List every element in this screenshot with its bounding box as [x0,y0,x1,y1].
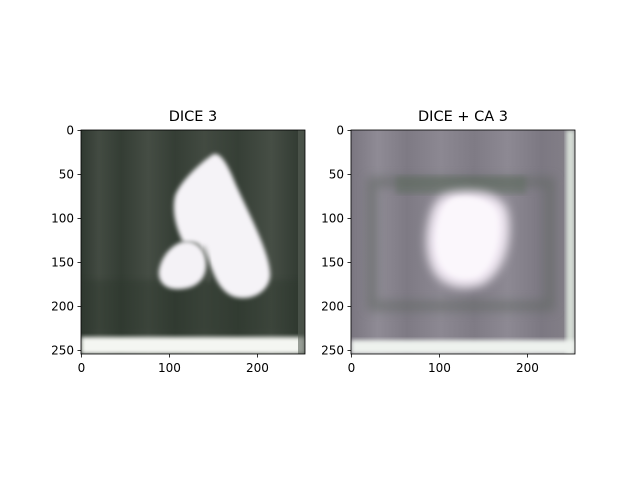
panel-1-x-tick-label: 0 [78,361,86,375]
panel-2-title: DICE + CA 3 [418,109,508,125]
panel-1-y-tick-label: 100 [51,212,74,226]
panel-1-bottom-band [81,337,305,354]
panel-2-y-tick-label: 250 [321,344,344,358]
panel-2-y-tick-label: 0 [336,124,344,138]
panel-1-y-tick-label: 150 [51,256,74,270]
panel-1-title: DICE 3 [169,109,218,125]
panel-1-y-tick-label: 50 [59,168,74,182]
panel-2: DICE + CA 3 0 50 100 150 200 250 0 100 2… [321,109,575,375]
panel-2-x-axis: 0 100 200 [348,354,539,375]
panel-2-y-tick-label: 150 [321,256,344,270]
panel-1-x-tick-label: 100 [158,361,181,375]
panel-1-y-tick-label: 250 [51,344,74,358]
panel-1-x-axis: 0 100 200 [78,354,269,375]
panel-2-x-tick-label: 200 [516,361,539,375]
panel-2-y-tick-label: 200 [321,300,344,314]
panel-1-y-tick-label: 0 [66,124,74,138]
panel-1-y-tick-label: 200 [51,300,74,314]
panel-1-x-tick-label: 200 [246,361,269,375]
panel-1-y-axis: 0 50 100 150 200 250 [51,124,81,358]
panel-2-x-tick-label: 0 [348,361,356,375]
panel-1-image [81,130,305,354]
panel-2-y-axis: 0 50 100 150 200 250 [321,124,351,358]
panel-2-y-tick-label: 50 [329,168,344,182]
panel-1: DICE 3 0 50 100 150 200 250 0 100 200 [51,109,305,375]
panel-2-image [351,130,575,354]
panel-2-y-tick-label: 100 [321,212,344,226]
panel-2-x-tick-label: 100 [428,361,451,375]
panel-2-bottom-band [351,340,575,354]
